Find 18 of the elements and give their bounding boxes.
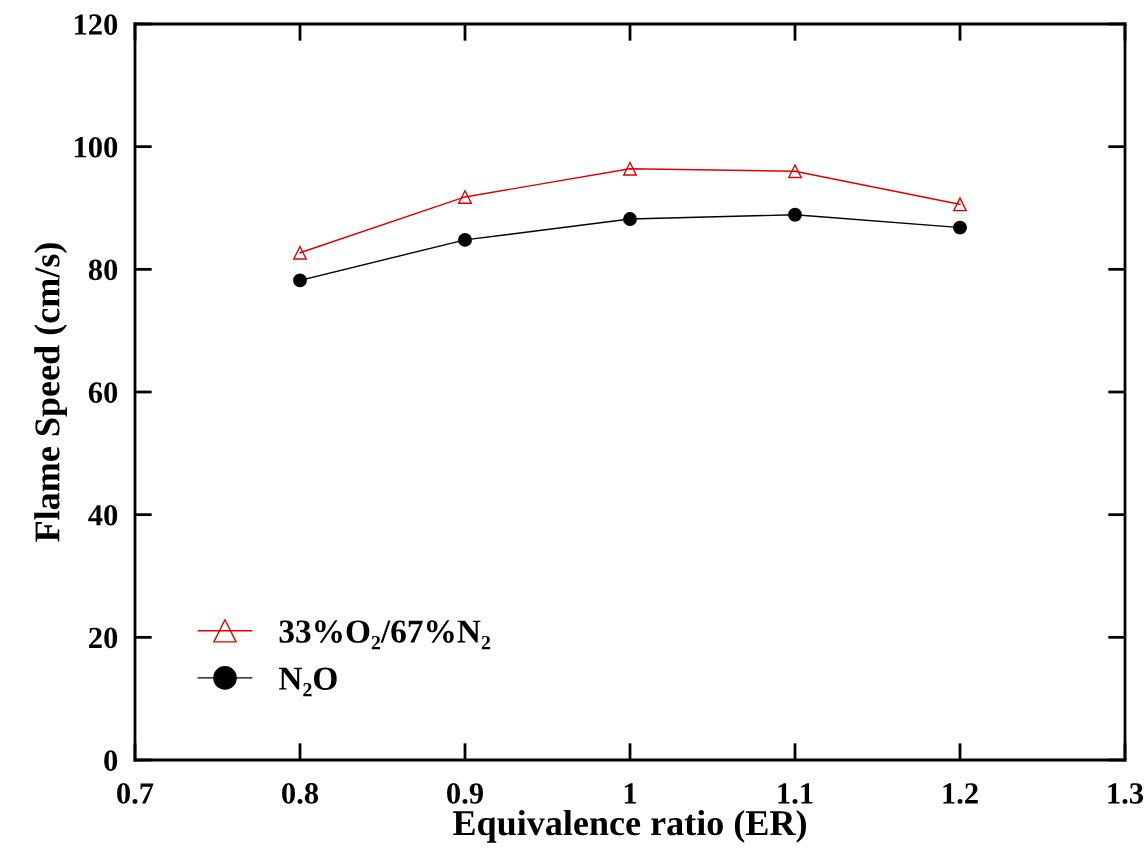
y-tick-label: 40 bbox=[88, 504, 118, 526]
y-tick-label: 100 bbox=[74, 136, 118, 158]
y-tick-label: 120 bbox=[74, 14, 118, 35]
x-tick-label: 0.8 bbox=[282, 783, 319, 804]
x-axis-title: Equivalence ratio (ER) bbox=[453, 809, 806, 843]
y-tick-label: 20 bbox=[89, 627, 118, 649]
x-tick-label: 1 bbox=[624, 783, 637, 804]
x-tick-label: 1.1 bbox=[778, 783, 813, 804]
x-tick-label: 1.2 bbox=[943, 783, 978, 804]
y-axis-title: Flame Speed (cm/s) bbox=[34, 243, 67, 542]
legend-label: 33%O₂/67%N₂ bbox=[279, 620, 491, 650]
x-tick-label: 0.9 bbox=[447, 783, 483, 804]
x-tick-label: 1.3 bbox=[1108, 783, 1144, 804]
x-tick-label: 0.7 bbox=[117, 783, 154, 804]
y-tick-label: 80 bbox=[88, 259, 118, 281]
legend-label: N₂O bbox=[278, 667, 337, 697]
y-tick-label: 0 bbox=[104, 750, 118, 771]
y-tick-label: 60 bbox=[88, 382, 118, 403]
